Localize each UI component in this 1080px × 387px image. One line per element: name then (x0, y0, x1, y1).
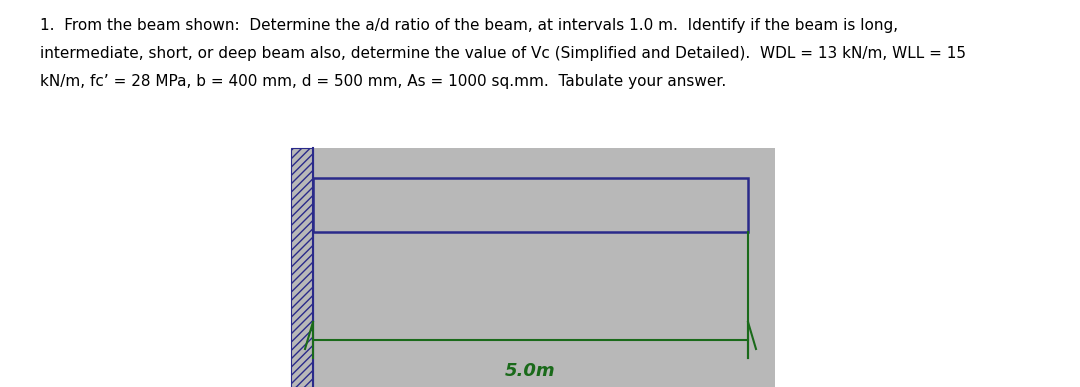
Text: intermediate, short, or deep beam also, determine the value of Vc (Simplified an: intermediate, short, or deep beam also, … (40, 46, 966, 61)
Bar (313, 178, 748, 232)
Bar (291, 148, 313, 387)
Text: 1.  From the beam shown:  Determine the a/d ratio of the beam, at intervals 1.0 : 1. From the beam shown: Determine the a/… (40, 18, 899, 33)
Text: kN/m, fc’ = 28 MPa, b = 400 mm, d = 500 mm, As = 1000 sq.mm.  Tabulate your answ: kN/m, fc’ = 28 MPa, b = 400 mm, d = 500 … (40, 74, 726, 89)
Text: 5.0m: 5.0m (505, 362, 556, 380)
Bar (291, 148, 775, 387)
